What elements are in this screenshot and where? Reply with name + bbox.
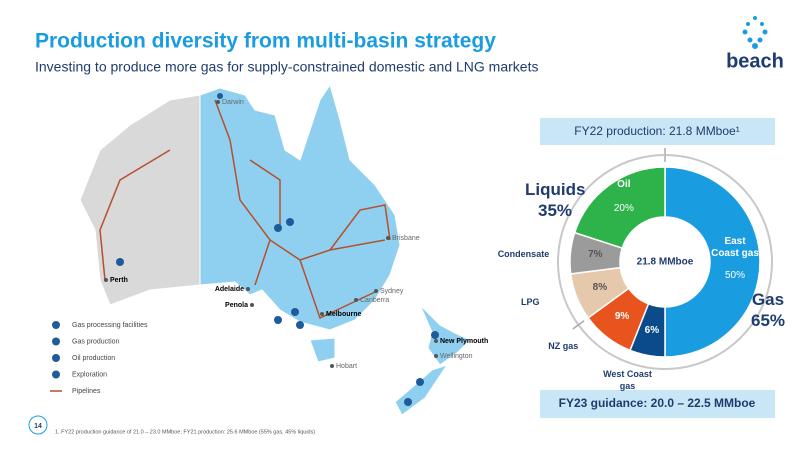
slice xyxy=(664,166,761,358)
city-label: Sydney xyxy=(380,288,404,295)
city-label: Penola xyxy=(225,302,248,309)
value-label: 50% xyxy=(724,270,745,281)
city-dot xyxy=(250,303,254,307)
legend-label: Gas production xyxy=(72,338,120,345)
slice xyxy=(573,166,666,250)
city-label: Melbourne xyxy=(326,311,361,318)
city-dot xyxy=(354,298,358,302)
value-label: 8% xyxy=(592,281,608,293)
footnote: 1. FY22 production guidance of 21.0 – 23… xyxy=(55,429,315,435)
group-label: Liquids xyxy=(525,180,586,199)
page-number: 14 xyxy=(34,423,42,430)
group-divider xyxy=(572,320,585,330)
city-label: New Plymouth xyxy=(440,338,488,345)
group-value: 65% xyxy=(750,311,786,330)
legend-label: Gas processing facilities xyxy=(72,322,148,329)
category-label: West Coast gas xyxy=(603,369,652,392)
city-dot xyxy=(216,100,220,104)
map xyxy=(79,83,471,416)
category-label: NZ gas xyxy=(548,341,579,352)
city-dot xyxy=(320,312,324,316)
group-arc xyxy=(557,154,665,326)
city-dot xyxy=(434,354,438,358)
city-label: Hobart xyxy=(336,363,357,370)
legend-swatch xyxy=(52,370,60,379)
legend-label: Exploration xyxy=(72,371,107,378)
category-label: Oil xyxy=(617,179,631,191)
subtitle: Investing to produce more gas for supply… xyxy=(35,59,538,75)
logo: beach xyxy=(726,50,784,72)
legend-swatch xyxy=(52,321,60,329)
value-label: 6% xyxy=(644,324,660,336)
category-label: Condensate xyxy=(497,249,550,260)
value-label: 7% xyxy=(588,249,603,261)
legend-swatch xyxy=(52,337,60,346)
category-label: East Coast gas xyxy=(711,236,759,259)
city-label: Perth xyxy=(110,277,128,284)
pipelines xyxy=(99,99,391,320)
city-dot xyxy=(104,278,108,282)
map-icons xyxy=(116,93,439,406)
city-dot xyxy=(374,289,378,293)
footer-box xyxy=(540,390,775,418)
value-label: 20% xyxy=(613,203,634,215)
city-label: Brisbane xyxy=(392,235,420,242)
category-label: LPG xyxy=(521,297,540,308)
city-label: Wellington xyxy=(440,353,473,360)
center-label: 21.8 MMboe xyxy=(637,257,694,268)
logo-icon xyxy=(742,16,768,49)
city-dot xyxy=(434,339,438,343)
title-box xyxy=(540,118,775,145)
legend-swatch xyxy=(52,354,60,362)
legend-label: Pipelines xyxy=(72,388,101,395)
chart-footer: FY23 guidance: 20.0 – 22.5 MMboe xyxy=(559,396,756,410)
city-label: Canberra xyxy=(360,297,389,304)
city-label: Adelaide xyxy=(215,286,244,293)
group-value: 35% xyxy=(537,201,573,220)
city-dot xyxy=(330,364,334,368)
value-label: 9% xyxy=(614,311,630,323)
legend-label: Oil production xyxy=(72,355,115,362)
city-dot xyxy=(246,287,250,291)
city-label: Darwin xyxy=(222,99,244,106)
title: Production diversity from multi-basin st… xyxy=(35,30,496,53)
chart-title: FY22 production: 21.8 MMboe¹ xyxy=(574,124,739,138)
group-label: Gas xyxy=(751,290,785,309)
city-dot xyxy=(386,236,390,240)
page-badge xyxy=(28,415,48,435)
